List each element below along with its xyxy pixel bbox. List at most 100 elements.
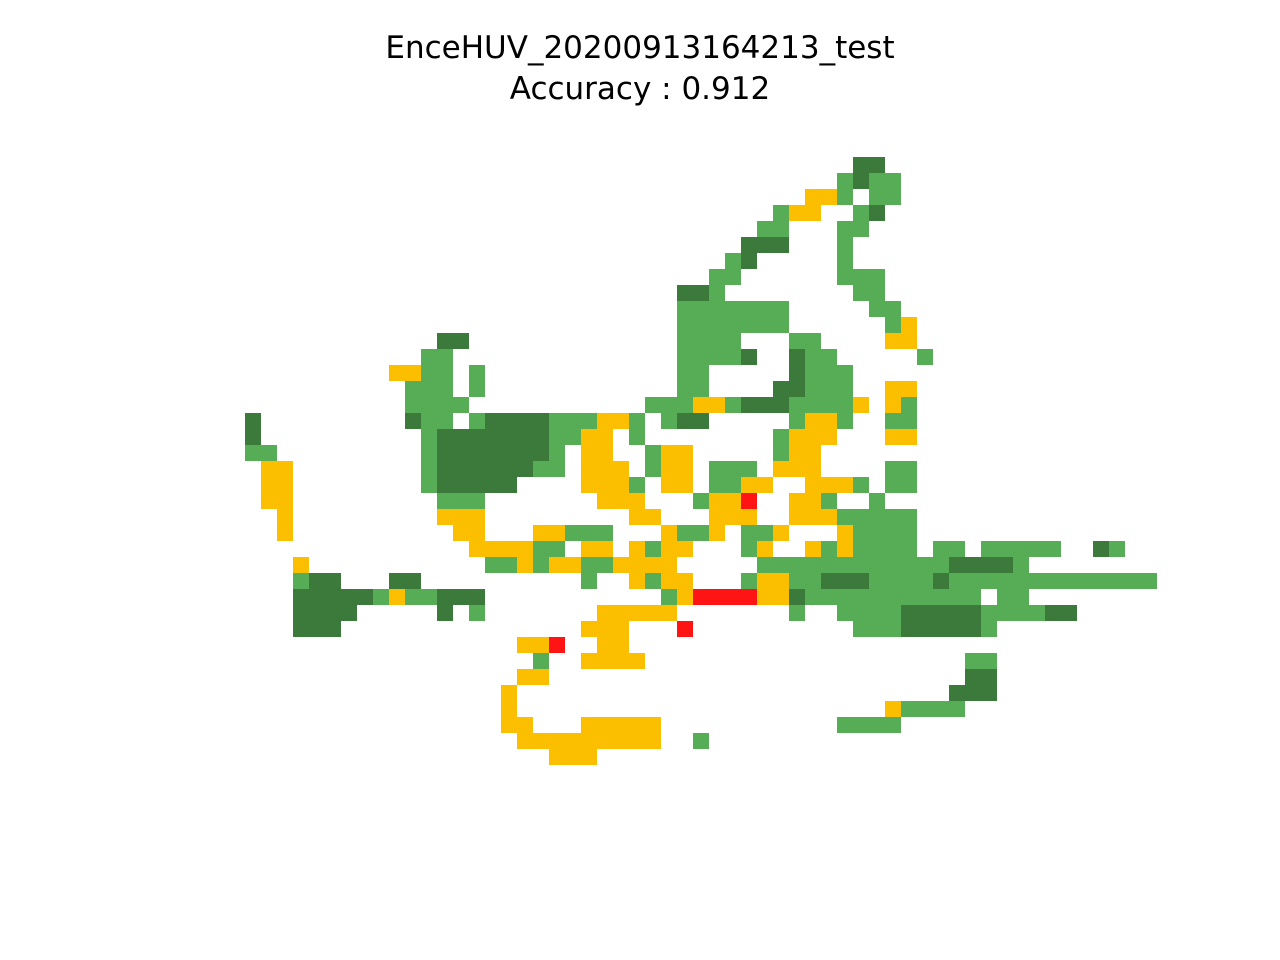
cell-light-green — [917, 701, 933, 717]
cell-dark-green — [517, 413, 533, 429]
cell-yellow — [277, 461, 293, 477]
cell-light-green — [869, 717, 885, 733]
cell-yellow — [805, 429, 821, 445]
cell-yellow — [613, 557, 629, 573]
cell-light-green — [469, 605, 485, 621]
cell-dark-green — [853, 173, 869, 189]
cell-yellow — [597, 493, 613, 509]
cell-dark-green — [981, 669, 997, 685]
cell-yellow — [581, 477, 597, 493]
cell-light-green — [837, 237, 853, 253]
cell-yellow — [805, 477, 821, 493]
cell-light-green — [885, 477, 901, 493]
cell-yellow — [597, 461, 613, 477]
cell-light-green — [869, 621, 885, 637]
cell-yellow — [677, 541, 693, 557]
cell-dark-green — [357, 589, 373, 605]
cell-light-green — [853, 541, 869, 557]
cell-light-green — [469, 381, 485, 397]
cell-light-green — [837, 605, 853, 621]
cell-dark-green — [677, 285, 693, 301]
cell-light-green — [645, 541, 661, 557]
cell-yellow — [565, 749, 581, 765]
cell-light-green — [533, 541, 549, 557]
cell-dark-green — [965, 669, 981, 685]
cell-light-green — [837, 413, 853, 429]
cell-yellow — [693, 397, 709, 413]
cell-light-green — [757, 221, 773, 237]
cell-light-green — [869, 573, 885, 589]
cell-light-green — [741, 573, 757, 589]
cell-red — [693, 589, 709, 605]
cell-dark-green — [485, 477, 501, 493]
cell-light-green — [421, 365, 437, 381]
cell-yellow — [885, 381, 901, 397]
cell-yellow — [773, 573, 789, 589]
cell-light-green — [837, 253, 853, 269]
cell-light-green — [437, 397, 453, 413]
cell-light-green — [853, 557, 869, 573]
cell-light-green — [725, 477, 741, 493]
cell-dark-green — [501, 477, 517, 493]
cell-yellow — [709, 509, 725, 525]
cell-yellow — [645, 733, 661, 749]
cell-yellow — [709, 397, 725, 413]
cell-light-green — [501, 557, 517, 573]
cell-yellow — [277, 477, 293, 493]
cell-yellow — [757, 573, 773, 589]
cell-light-green — [421, 381, 437, 397]
cell-yellow — [805, 445, 821, 461]
cell-yellow — [805, 205, 821, 221]
cell-yellow — [613, 637, 629, 653]
cell-light-green — [853, 221, 869, 237]
cell-light-green — [885, 413, 901, 429]
cell-light-green — [869, 589, 885, 605]
cell-yellow — [517, 733, 533, 749]
cell-yellow — [901, 429, 917, 445]
cell-yellow — [805, 509, 821, 525]
cell-light-green — [885, 557, 901, 573]
cell-light-green — [581, 413, 597, 429]
cell-light-green — [885, 573, 901, 589]
cell-light-green — [1109, 573, 1125, 589]
cell-yellow — [741, 509, 757, 525]
cell-yellow — [645, 717, 661, 733]
cell-red — [741, 493, 757, 509]
cell-yellow — [645, 605, 661, 621]
cell-light-green — [901, 525, 917, 541]
cell-light-green — [821, 493, 837, 509]
cell-yellow — [581, 429, 597, 445]
cell-dark-green — [853, 573, 869, 589]
cell-light-green — [885, 189, 901, 205]
cell-light-green — [997, 605, 1013, 621]
cell-light-green — [933, 557, 949, 573]
cell-yellow — [517, 541, 533, 557]
cell-light-green — [997, 541, 1013, 557]
cell-dark-green — [533, 445, 549, 461]
cell-light-green — [293, 573, 309, 589]
cell-yellow — [581, 717, 597, 733]
cell-light-green — [437, 493, 453, 509]
cell-yellow — [661, 557, 677, 573]
cell-light-green — [645, 573, 661, 589]
cell-yellow — [757, 589, 773, 605]
cell-yellow — [453, 525, 469, 541]
cell-yellow — [597, 413, 613, 429]
cell-light-green — [1077, 573, 1093, 589]
cell-dark-green — [501, 413, 517, 429]
cell-light-green — [805, 589, 821, 605]
cell-light-green — [565, 413, 581, 429]
cell-yellow — [469, 525, 485, 541]
cell-yellow — [597, 541, 613, 557]
cell-light-green — [549, 461, 565, 477]
cell-yellow — [549, 525, 565, 541]
cell-dark-green — [789, 349, 805, 365]
cell-light-green — [853, 525, 869, 541]
cell-light-green — [421, 589, 437, 605]
cell-dark-green — [1061, 605, 1077, 621]
cell-light-green — [885, 317, 901, 333]
cell-light-green — [437, 381, 453, 397]
cell-light-green — [677, 381, 693, 397]
cell-dark-green — [485, 429, 501, 445]
